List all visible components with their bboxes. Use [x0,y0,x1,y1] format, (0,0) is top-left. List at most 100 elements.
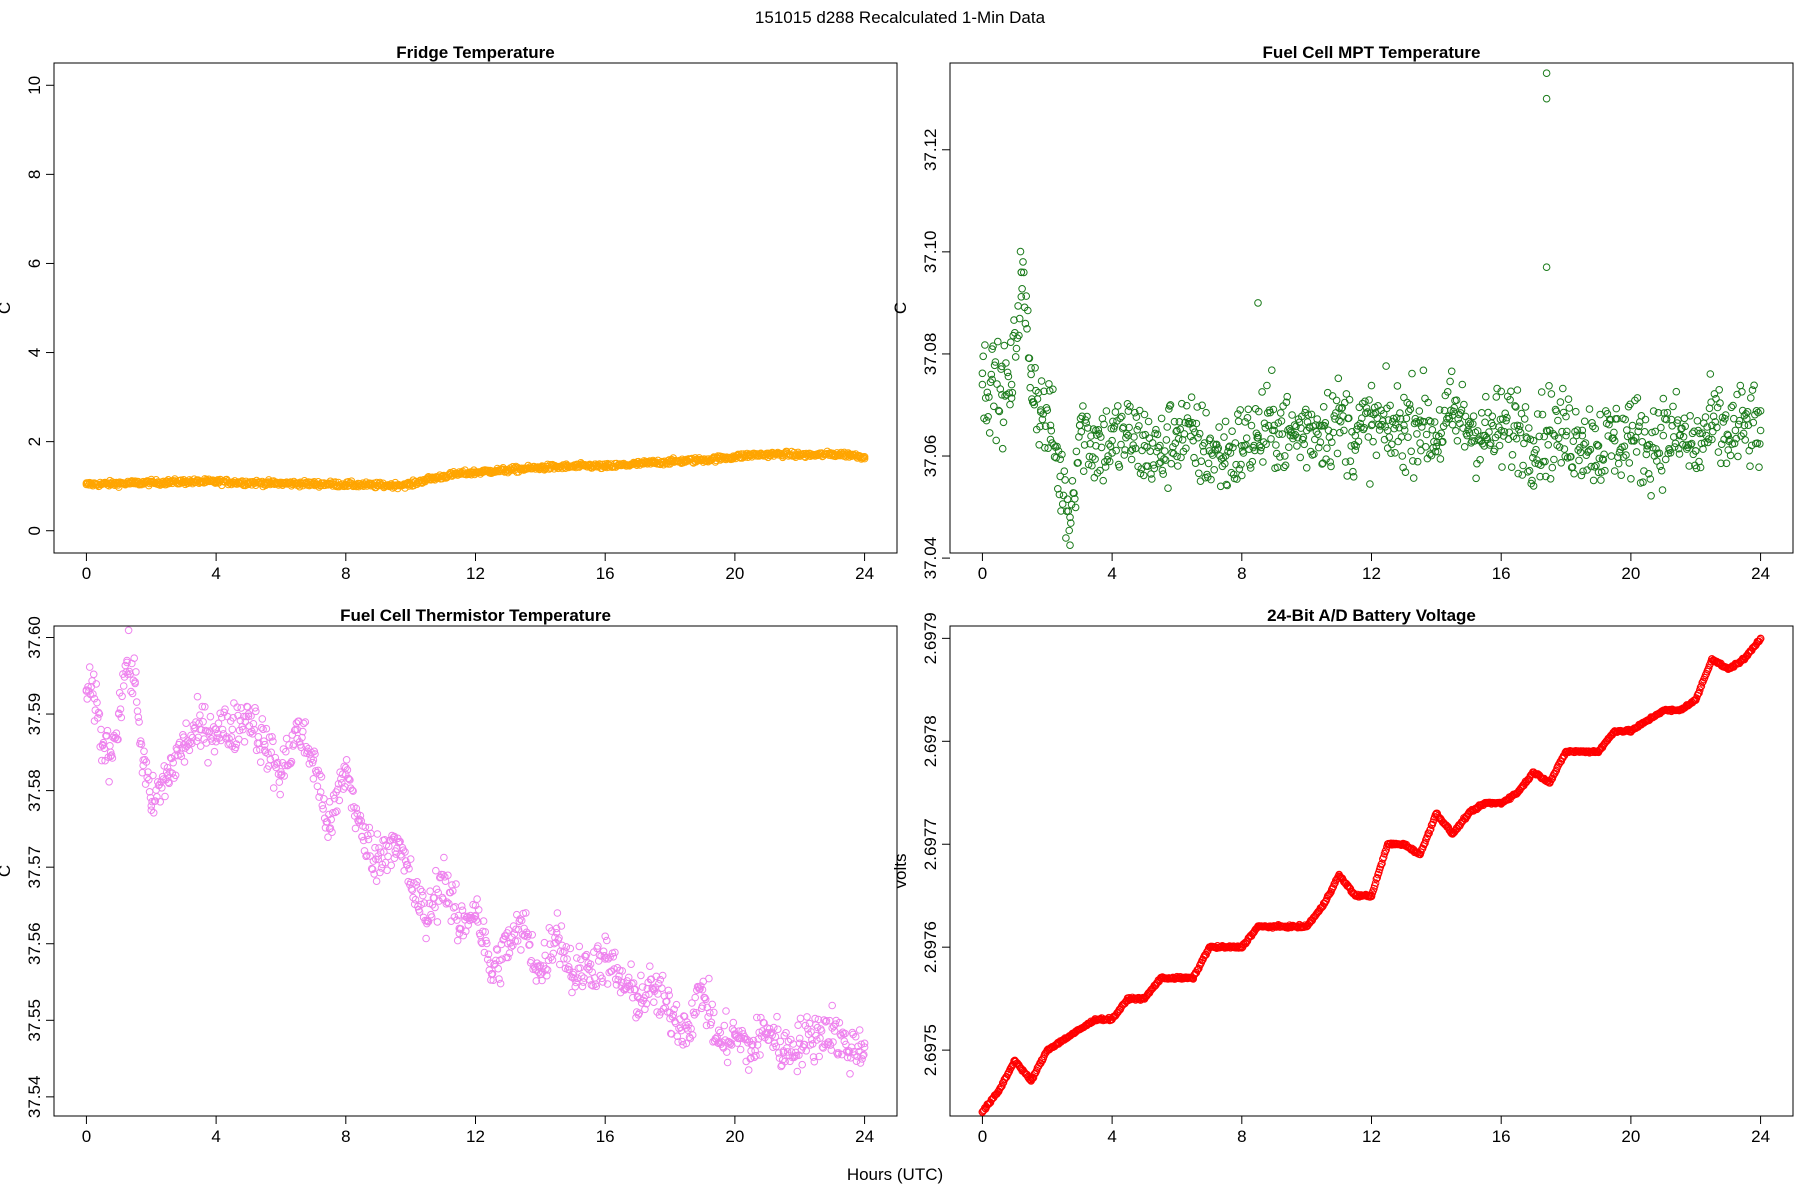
data-point [1542,426,1551,435]
data-point [105,778,113,786]
data-point [477,938,486,946]
data-point [455,469,464,478]
data-point [1726,451,1735,460]
data-point [1144,462,1152,471]
data-point [1094,426,1103,434]
data-point [1465,417,1473,426]
data-point [1088,453,1097,461]
data-point [1213,445,1222,454]
data-point [819,1044,828,1052]
data-point [1741,436,1749,444]
data-point [1283,392,1291,401]
data-point [1687,439,1696,448]
data-point [261,479,269,487]
data-point [372,877,381,886]
data-point [1469,412,1478,421]
data-point [1682,441,1690,450]
data-point [1036,422,1044,431]
data-point [1074,458,1082,467]
data-point [1250,441,1258,450]
data-point [1288,411,1296,419]
y-tick-label: 37.57 [25,846,44,889]
data-point [1372,451,1381,460]
y-tick-label: 37.58 [25,769,44,812]
data-point [406,878,415,887]
data-point [1631,396,1639,405]
data-point [1341,458,1350,466]
data-point [1684,441,1693,449]
data-point [714,1026,723,1035]
data-point [1021,319,1030,328]
data-point [635,1009,644,1018]
data-point [1707,398,1715,407]
data-point [555,934,563,942]
data-point [658,984,666,993]
data-point [192,718,200,726]
data-point [420,899,429,907]
x-tick-label: 20 [725,1127,744,1146]
data-point [1622,451,1630,459]
data-point [1120,451,1129,459]
data-point [1693,417,1702,425]
data-point [320,795,328,803]
data-point [1541,457,1549,466]
data-point [445,899,453,908]
data-point [1166,401,1175,409]
data-point [1704,435,1713,443]
data-point [370,870,379,878]
x-tick-label: 0 [978,564,987,583]
data-point [714,454,723,463]
data-point [385,842,393,851]
data-point [1195,429,1204,438]
data-point [1735,416,1744,425]
data-point [341,783,349,791]
data-point [1351,431,1360,440]
data-point [1037,406,1045,414]
data-point [1123,400,1132,408]
data-point [359,836,368,845]
x-tick-label: 24 [1751,564,1770,583]
data-point [1187,393,1196,402]
y-tick-label: 2.6978 [921,715,940,767]
data-point [746,1054,755,1063]
data-point [1748,386,1757,394]
data-point [1402,414,1411,423]
data-point [1738,388,1746,396]
data-point [1307,410,1316,419]
data-point [858,1055,866,1063]
figure-suptitle: 151015 d288 Recalculated 1-Min Data [755,8,1046,27]
x-tick-label: 24 [855,564,874,583]
data-point [132,698,141,706]
data-point [778,453,787,462]
data-point [241,718,250,726]
data-point [1471,428,1480,437]
data-point [776,1037,785,1046]
data-point [856,1059,865,1067]
data-point [444,871,452,880]
x-tick-label: 24 [1751,1127,1770,1146]
data-point [453,916,461,924]
data-point [1241,418,1249,426]
data-point [415,908,424,916]
data-point [1387,449,1395,458]
data-point [1234,410,1242,418]
data-point [1122,433,1130,442]
data-point [1562,431,1570,440]
data-point [752,1051,760,1060]
data-point [510,930,519,938]
data-point [733,1039,742,1047]
data-point [1318,460,1326,468]
data-point [324,833,332,842]
data-point [1128,445,1137,454]
data-point [82,480,91,489]
data-point [232,740,241,748]
data-point [1365,396,1373,404]
data-point [431,903,439,912]
data-point [1114,402,1122,410]
data-point [258,715,267,723]
data-point [1558,427,1566,436]
data-point [998,391,1006,399]
data-point [716,1028,725,1037]
data-point [1327,462,1335,471]
data-point [638,983,647,991]
